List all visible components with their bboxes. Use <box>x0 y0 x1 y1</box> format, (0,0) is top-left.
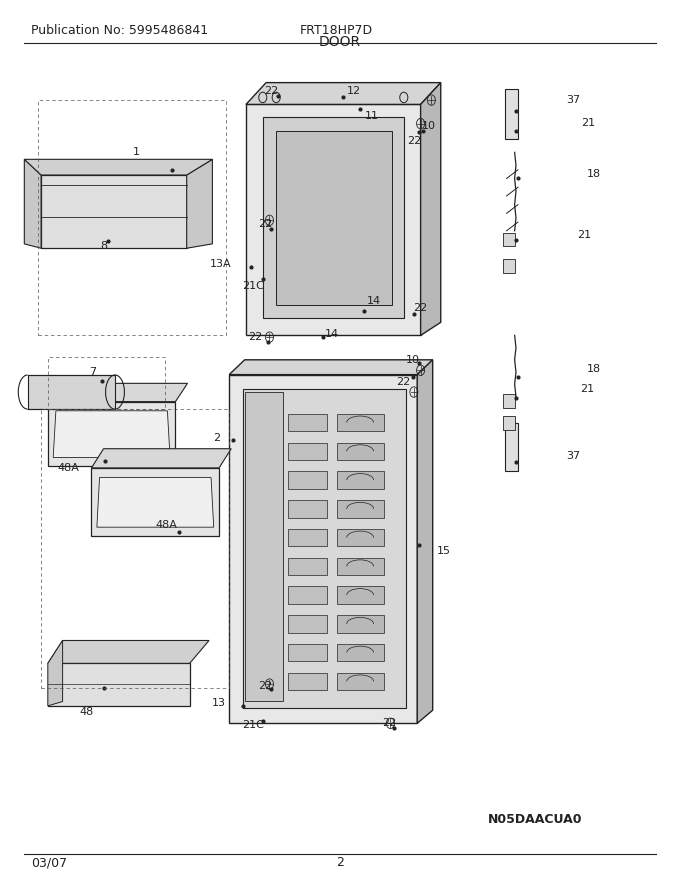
Text: 8: 8 <box>100 240 107 251</box>
Polygon shape <box>262 118 404 318</box>
Bar <box>503 394 515 407</box>
Text: 21: 21 <box>580 385 594 394</box>
Bar <box>503 259 515 273</box>
Text: 10: 10 <box>422 121 436 131</box>
Text: 03/07: 03/07 <box>31 856 67 869</box>
Polygon shape <box>288 586 327 604</box>
Bar <box>503 415 515 429</box>
Text: 13A: 13A <box>209 259 231 269</box>
Polygon shape <box>246 105 421 335</box>
Polygon shape <box>48 401 175 466</box>
Text: 14: 14 <box>325 328 339 339</box>
Text: 14: 14 <box>367 296 381 305</box>
Polygon shape <box>229 360 432 375</box>
Text: 11: 11 <box>365 111 379 121</box>
Bar <box>503 232 515 246</box>
Polygon shape <box>48 384 188 401</box>
Polygon shape <box>245 392 283 701</box>
Text: 21C: 21C <box>242 720 264 730</box>
Polygon shape <box>288 644 327 662</box>
Polygon shape <box>48 641 209 664</box>
Text: 37: 37 <box>566 451 581 461</box>
Text: 48: 48 <box>79 707 93 717</box>
Text: N05DAACUA0: N05DAACUA0 <box>488 812 582 825</box>
Polygon shape <box>337 586 384 604</box>
Text: 22: 22 <box>248 332 262 342</box>
Polygon shape <box>288 500 327 517</box>
Polygon shape <box>24 159 212 175</box>
Polygon shape <box>337 472 384 488</box>
Polygon shape <box>337 615 384 633</box>
Text: 22: 22 <box>265 86 279 96</box>
Polygon shape <box>92 468 219 536</box>
Text: 22: 22 <box>407 136 421 146</box>
Polygon shape <box>288 414 327 431</box>
Polygon shape <box>229 375 418 723</box>
Polygon shape <box>337 529 384 546</box>
Bar <box>505 422 518 471</box>
Text: 21: 21 <box>581 118 596 128</box>
Text: DOOR: DOOR <box>319 34 361 48</box>
Text: 10: 10 <box>405 355 420 365</box>
Polygon shape <box>53 411 170 458</box>
Polygon shape <box>337 414 384 431</box>
Text: 48A: 48A <box>57 463 79 473</box>
Polygon shape <box>288 615 327 633</box>
Polygon shape <box>337 672 384 690</box>
Polygon shape <box>246 83 441 105</box>
Polygon shape <box>48 641 63 706</box>
Polygon shape <box>48 664 190 706</box>
Polygon shape <box>288 529 327 546</box>
Text: 22: 22 <box>396 377 410 386</box>
Text: 22: 22 <box>258 681 272 691</box>
Polygon shape <box>187 159 212 248</box>
Text: FRT18HP7D: FRT18HP7D <box>300 24 373 37</box>
Text: 21: 21 <box>577 231 592 240</box>
Text: 18: 18 <box>587 169 601 180</box>
Text: 13: 13 <box>212 698 226 708</box>
Polygon shape <box>418 360 432 723</box>
Text: 12: 12 <box>346 86 360 96</box>
Text: 15: 15 <box>437 546 451 555</box>
Text: 1: 1 <box>133 147 140 158</box>
Text: 21C: 21C <box>242 281 264 290</box>
Polygon shape <box>243 390 406 708</box>
Polygon shape <box>421 83 441 335</box>
Polygon shape <box>288 558 327 576</box>
Polygon shape <box>337 500 384 517</box>
Polygon shape <box>337 558 384 576</box>
Text: 37: 37 <box>566 95 581 105</box>
Polygon shape <box>276 130 392 304</box>
Text: 7: 7 <box>89 367 97 377</box>
Polygon shape <box>41 175 187 248</box>
Bar <box>28 375 115 409</box>
Text: 18: 18 <box>587 363 601 373</box>
Polygon shape <box>337 644 384 662</box>
Text: 22: 22 <box>413 303 428 312</box>
Polygon shape <box>24 159 41 248</box>
Polygon shape <box>92 449 231 468</box>
Polygon shape <box>97 478 214 527</box>
Text: 48A: 48A <box>156 520 177 531</box>
Polygon shape <box>288 472 327 488</box>
Polygon shape <box>288 672 327 690</box>
Bar <box>505 89 518 139</box>
Text: 2: 2 <box>336 856 344 869</box>
Polygon shape <box>337 443 384 460</box>
Polygon shape <box>288 443 327 460</box>
Text: 22: 22 <box>258 219 272 229</box>
Text: Publication No: 5995486841: Publication No: 5995486841 <box>31 24 208 37</box>
Text: 22: 22 <box>383 718 397 729</box>
Text: 2: 2 <box>213 433 220 444</box>
